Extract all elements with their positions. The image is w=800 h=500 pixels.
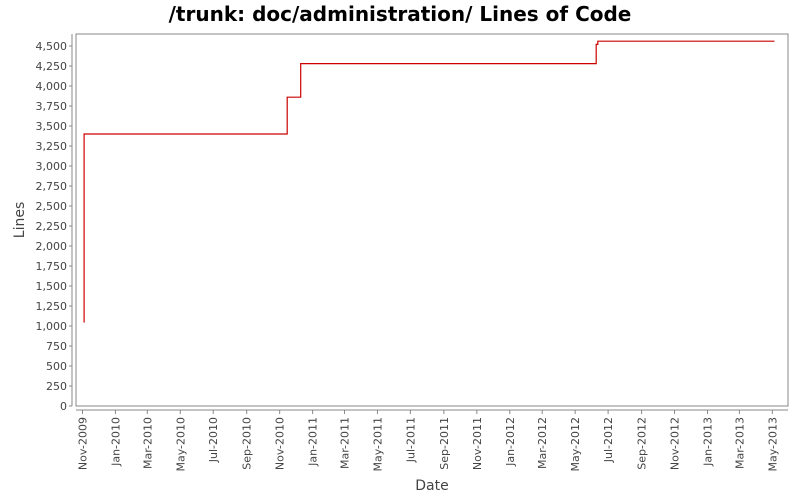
x-tick-label: Mar-2010 [141, 417, 154, 469]
y-tick-label: 3,250 [36, 140, 68, 153]
y-tick-label: 3,500 [36, 120, 68, 133]
y-axis-label: Lines [12, 202, 28, 238]
x-tick-label: May-2011 [371, 417, 384, 472]
plot-area [75, 33, 789, 407]
y-tick-label: 1,250 [36, 300, 68, 313]
x-tick-label: Mar-2011 [338, 417, 351, 469]
y-tick-label: 1,750 [36, 260, 68, 273]
x-tick-label: Nov-2012 [669, 417, 682, 470]
x-tick-label: Jan-2012 [504, 417, 517, 467]
x-tick-label: Sep-2010 [241, 417, 254, 470]
y-tick-label: 4,000 [36, 80, 68, 93]
y-tick-label: 500 [46, 360, 67, 373]
x-tick-label: Sep-2012 [636, 417, 649, 470]
y-tick-label: 4,250 [36, 60, 68, 73]
series-line [83, 40, 775, 323]
y-tick-label: 1,500 [36, 280, 68, 293]
y-tick-label: 0 [60, 400, 67, 413]
x-axis-label: Date [415, 478, 448, 494]
x-tick-label: Mar-2013 [733, 417, 746, 469]
x-tick-label: Jan-2011 [307, 417, 320, 467]
x-tick-label: Nov-2010 [274, 417, 287, 470]
y-tick-label: 3,000 [36, 160, 68, 173]
x-tick-label: Sep-2011 [438, 417, 451, 470]
x-tick-label: Jul-2012 [602, 417, 615, 463]
chart-title: /trunk: doc/administration/ Lines of Cod… [168, 2, 632, 26]
x-tick-label: Nov-2009 [76, 417, 89, 470]
y-tick-label: 2,000 [36, 240, 68, 253]
x-tick-label: Nov-2011 [471, 417, 484, 470]
x-tick-label: May-2012 [569, 417, 582, 472]
x-tick-label: May-2010 [174, 417, 187, 472]
x-tick-label: Jul-2010 [207, 417, 220, 463]
y-tick-label: 1,000 [36, 320, 68, 333]
x-tick-label: Mar-2012 [536, 417, 549, 469]
y-tick-label: 2,750 [36, 180, 68, 193]
x-tick-label: Jan-2013 [702, 417, 715, 467]
y-tick-label: 2,250 [36, 220, 68, 233]
y-tick-label: 4,500 [36, 40, 68, 53]
x-tick-label: May-2013 [766, 417, 779, 472]
y-tick-label: 3,750 [36, 100, 68, 113]
y-tick-label: 2,500 [36, 200, 68, 213]
y-tick-label: 250 [46, 380, 67, 393]
y-tick-label: 750 [46, 340, 67, 353]
x-tick-label: Jan-2010 [109, 417, 122, 467]
x-tick-label: Jul-2011 [404, 417, 417, 463]
